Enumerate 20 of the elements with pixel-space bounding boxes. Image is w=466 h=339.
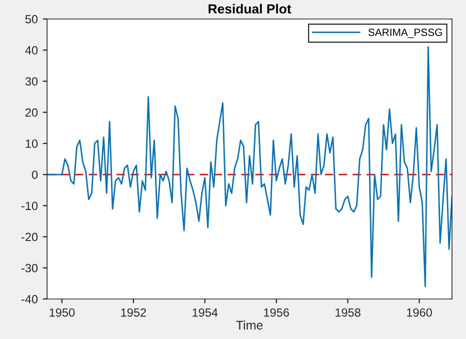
y-tick-label: 50 — [25, 15, 38, 24]
line-series — [47, 46, 452, 288]
y-tick-label: -10 — [22, 202, 38, 210]
y-tick-label: 40 — [25, 46, 38, 54]
y-tick-label: 10 — [26, 139, 38, 148]
y-tick-label: 20 — [26, 108, 38, 117]
y-tick-label: -40 — [22, 295, 38, 304]
y-tick-label: 0 — [32, 170, 38, 179]
x-tick-label: 1956 — [264, 308, 289, 317]
legend-label: SARIMA_PSSG — [368, 28, 442, 38]
y-tick-label: -30 — [22, 264, 38, 272]
x-tick-label: 1958 — [336, 308, 360, 317]
x-axis-title: Time — [236, 320, 263, 330]
x-tick-label: 1954 — [192, 308, 218, 317]
x-tick-label: 1952 — [121, 308, 146, 317]
chart-title: Residual Plot — [208, 4, 292, 14]
x-tick-label: 1960 — [407, 308, 432, 317]
y-tick-label: -20 — [22, 232, 38, 242]
x-tick-label: 1950 — [50, 308, 75, 317]
y-tick-label: 30 — [25, 77, 38, 86]
